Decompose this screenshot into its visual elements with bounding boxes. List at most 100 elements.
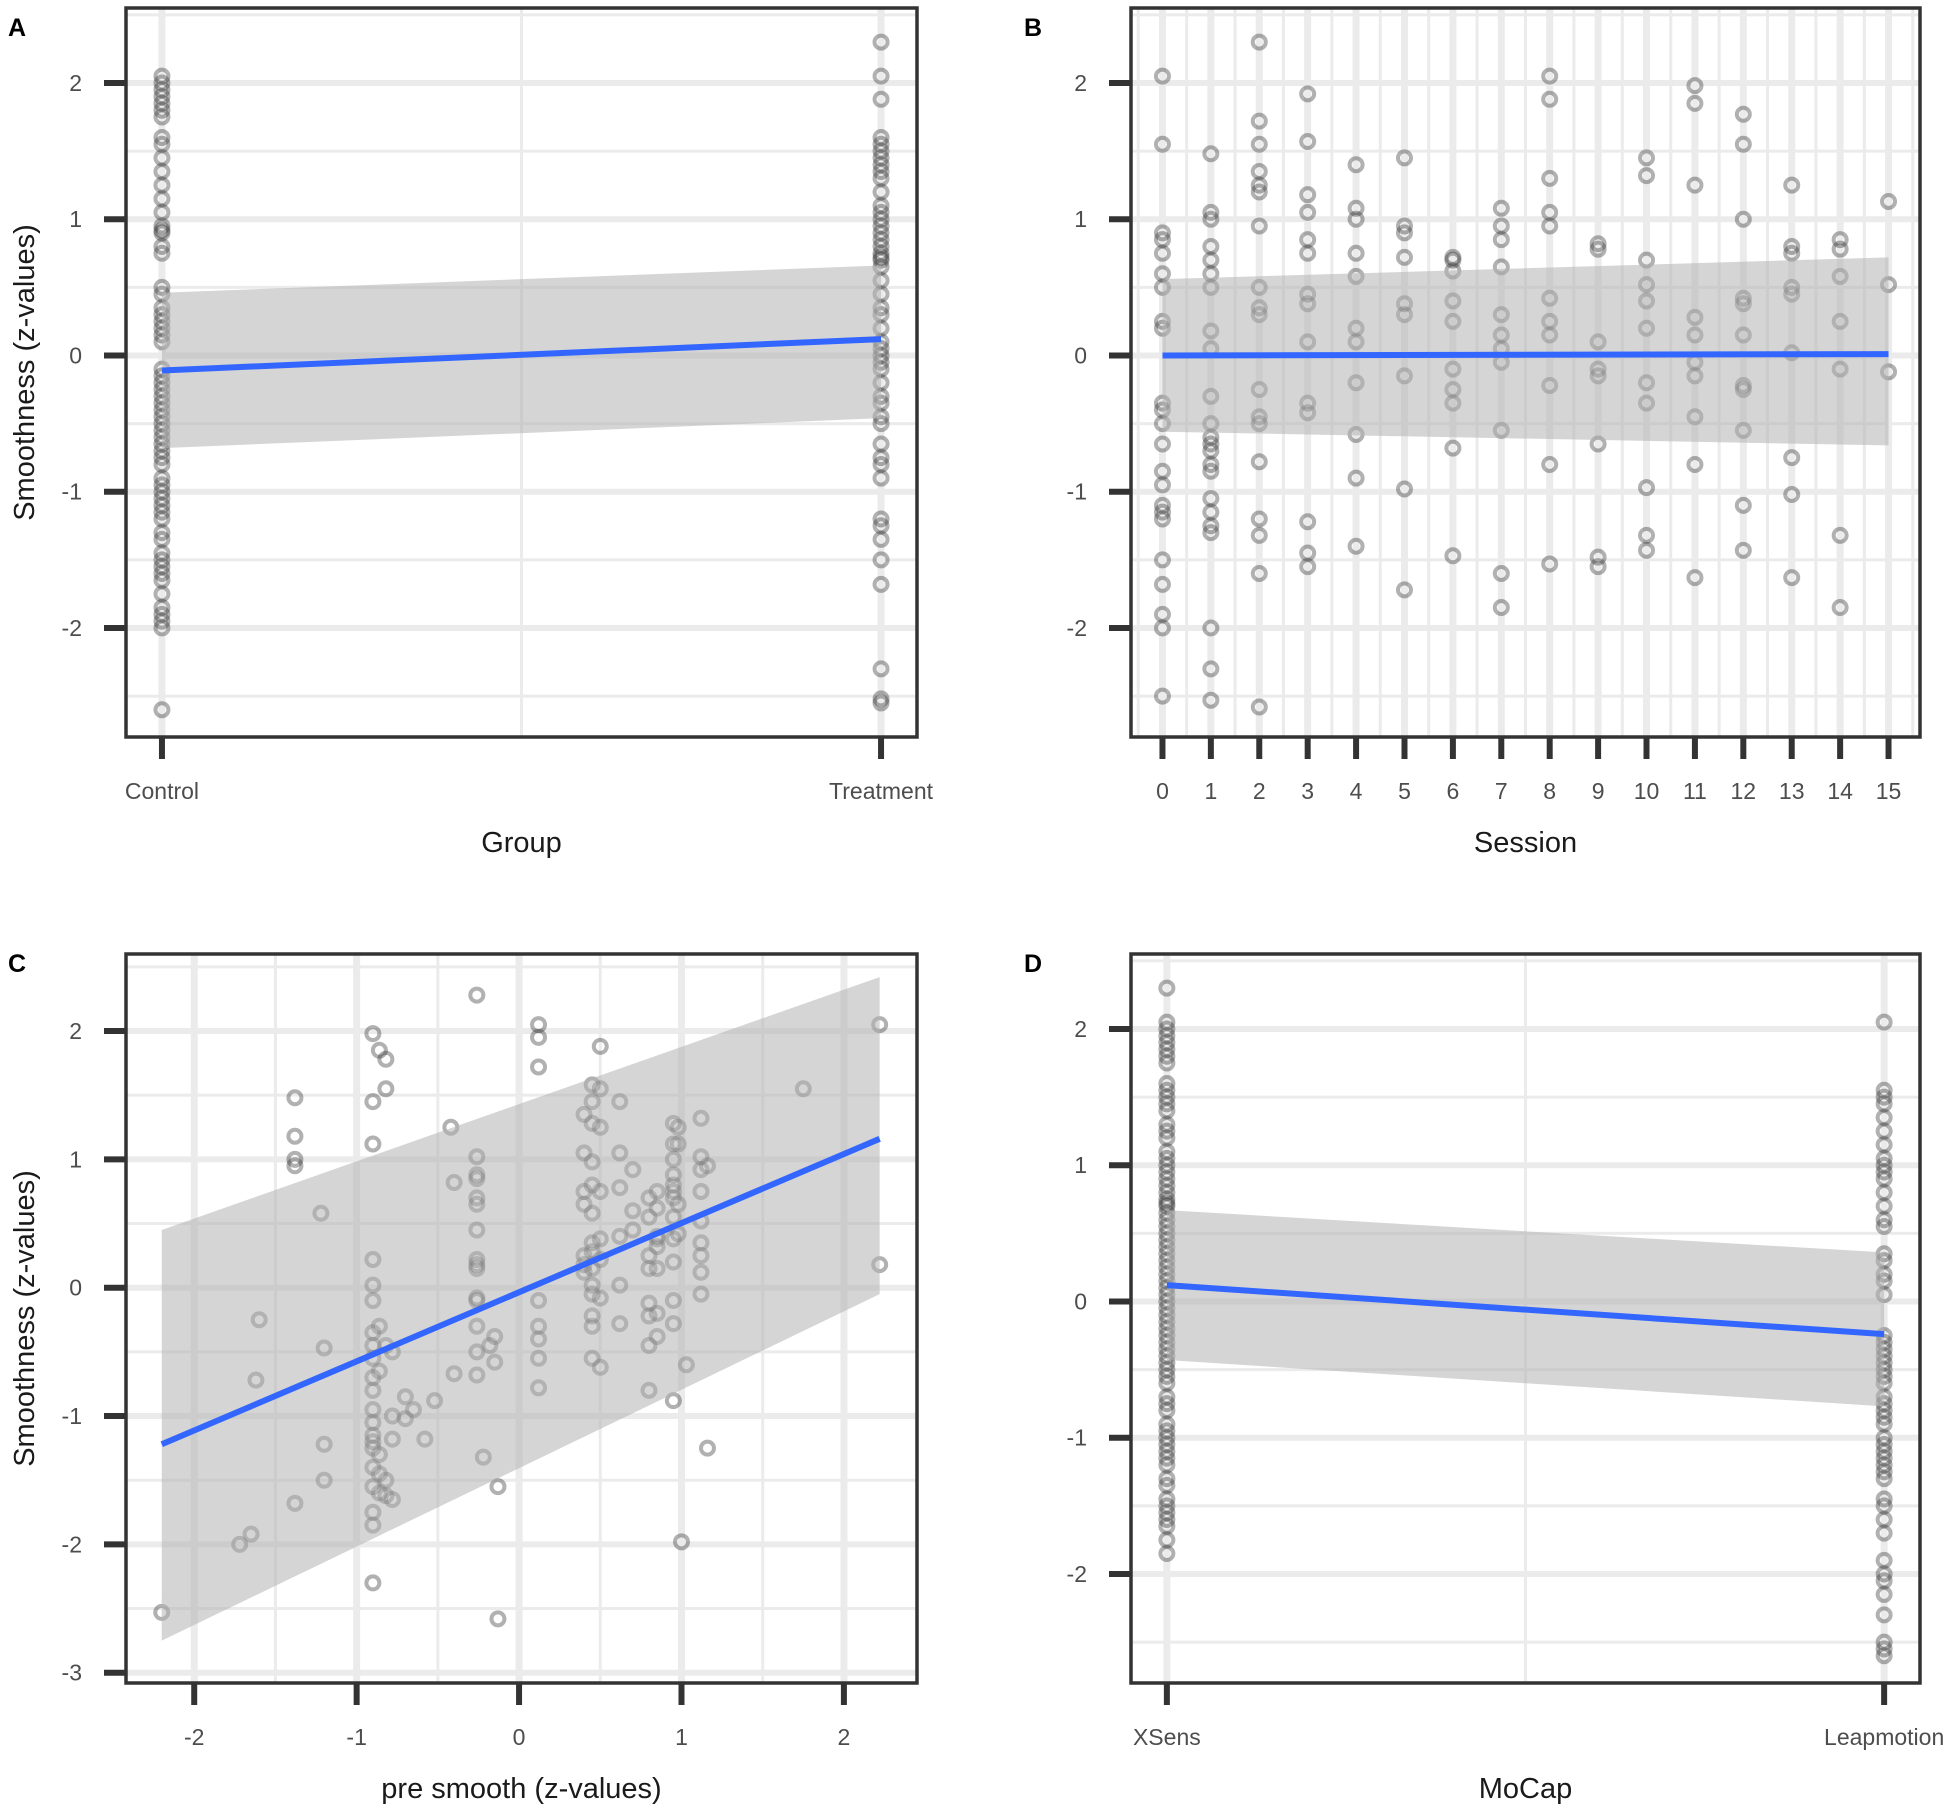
data-point <box>872 455 890 473</box>
data-point <box>872 33 890 51</box>
data-point <box>872 469 890 487</box>
x-tick-label: 1 <box>1204 778 1217 804</box>
data-point <box>153 612 171 630</box>
data-point <box>1158 1013 1176 1031</box>
data-point <box>1875 1211 1893 1229</box>
data-point <box>1444 248 1462 266</box>
data-point <box>1158 1395 1176 1413</box>
data-point <box>1395 149 1413 167</box>
data-point <box>1158 1374 1176 1392</box>
data-point <box>872 660 890 678</box>
x-axis: Control Treatment <box>125 737 934 804</box>
data-point <box>153 217 171 235</box>
data-point <box>872 169 890 187</box>
y-tick-label: 1 <box>1074 206 1087 232</box>
data-point <box>1299 133 1317 151</box>
y-tick-label: -2 <box>1067 615 1087 641</box>
data-point <box>1875 1163 1893 1181</box>
data-point <box>1299 558 1317 576</box>
x-axis-title: pre smooth (z-values) <box>381 1773 661 1805</box>
data-point <box>1875 1218 1893 1236</box>
data-point <box>1395 581 1413 599</box>
data-point <box>1783 569 1801 587</box>
x-tick-label: 6 <box>1446 778 1459 804</box>
data-point <box>872 237 890 255</box>
data-point <box>364 1093 382 1111</box>
data-point <box>1875 1013 1893 1031</box>
data-point <box>1638 167 1656 185</box>
data-point <box>153 455 171 473</box>
data-point <box>1875 1122 1893 1140</box>
data-point <box>1686 94 1704 112</box>
data-point <box>1158 1088 1176 1106</box>
data-point <box>1541 203 1559 221</box>
data-point <box>153 619 171 637</box>
data-point <box>1347 156 1365 174</box>
data-point <box>872 435 890 453</box>
data-point <box>1492 231 1510 249</box>
data-point <box>1158 1429 1176 1447</box>
data-point <box>1158 1476 1176 1494</box>
data-point <box>1299 186 1317 204</box>
data-point <box>1875 1463 1893 1481</box>
x-tick-label: XSens <box>1133 1724 1201 1750</box>
y-tick-label: -2 <box>62 615 82 641</box>
x-tick-label: -1 <box>346 1724 366 1750</box>
data-point <box>1158 1183 1176 1201</box>
data-point <box>1589 240 1607 258</box>
data-point <box>1250 112 1268 130</box>
data-point <box>872 510 890 528</box>
data-point <box>1875 1572 1893 1590</box>
data-point <box>489 1478 507 1496</box>
data-point <box>1202 237 1220 255</box>
data-point <box>153 571 171 589</box>
data-point <box>872 449 890 467</box>
data-point <box>1831 231 1849 249</box>
data-point <box>1783 237 1801 255</box>
y-tick-label: 0 <box>69 342 82 368</box>
data-point <box>153 605 171 623</box>
data-point <box>286 1089 304 1107</box>
data-point <box>1686 569 1704 587</box>
data-point <box>872 551 890 569</box>
data-point <box>1541 455 1559 473</box>
data-point <box>153 108 171 126</box>
data-point <box>1395 224 1413 242</box>
data-point <box>1158 1367 1176 1385</box>
data-point <box>286 1127 304 1145</box>
data-point <box>1638 479 1656 497</box>
x-axis: 0 1 2 3 4 5 6 7 8 9 10 11 12 13 14 15 <box>1156 737 1901 804</box>
data-point <box>1158 1102 1176 1120</box>
data-point <box>1202 251 1220 269</box>
data-point <box>1638 149 1656 167</box>
data-point <box>364 1025 382 1043</box>
data-point <box>1153 687 1171 705</box>
data-point <box>1158 979 1176 997</box>
x-axis: XSens Leapmotion <box>1133 1683 1944 1750</box>
data-point <box>153 701 171 719</box>
data-point <box>1875 1449 1893 1467</box>
data-point <box>872 203 890 221</box>
data-point <box>153 67 171 85</box>
y-axis: -2 -1 0 1 2 <box>1067 1016 1131 1587</box>
data-point <box>1783 244 1801 262</box>
plot-frame <box>1129 6 1922 739</box>
regression-line <box>1162 351 1889 359</box>
data-point <box>1158 1190 1176 1208</box>
data-point <box>1158 1129 1176 1147</box>
panel-a: A -2 -1 0 1 2 Control Treatment Group Smoothness … <box>8 6 934 859</box>
data-point <box>377 1050 395 1068</box>
data-point <box>468 986 486 1004</box>
data-point <box>153 94 171 112</box>
data-point <box>1153 435 1171 453</box>
data-point <box>1250 183 1268 201</box>
data-point <box>1347 537 1365 555</box>
data-point <box>1250 526 1268 544</box>
data-point <box>1875 1136 1893 1154</box>
data-point <box>1783 449 1801 467</box>
data-point <box>1395 217 1413 235</box>
panel-letter: A <box>8 14 26 42</box>
data-point <box>872 156 890 174</box>
data-point <box>1202 442 1220 460</box>
data-point <box>1250 33 1268 51</box>
